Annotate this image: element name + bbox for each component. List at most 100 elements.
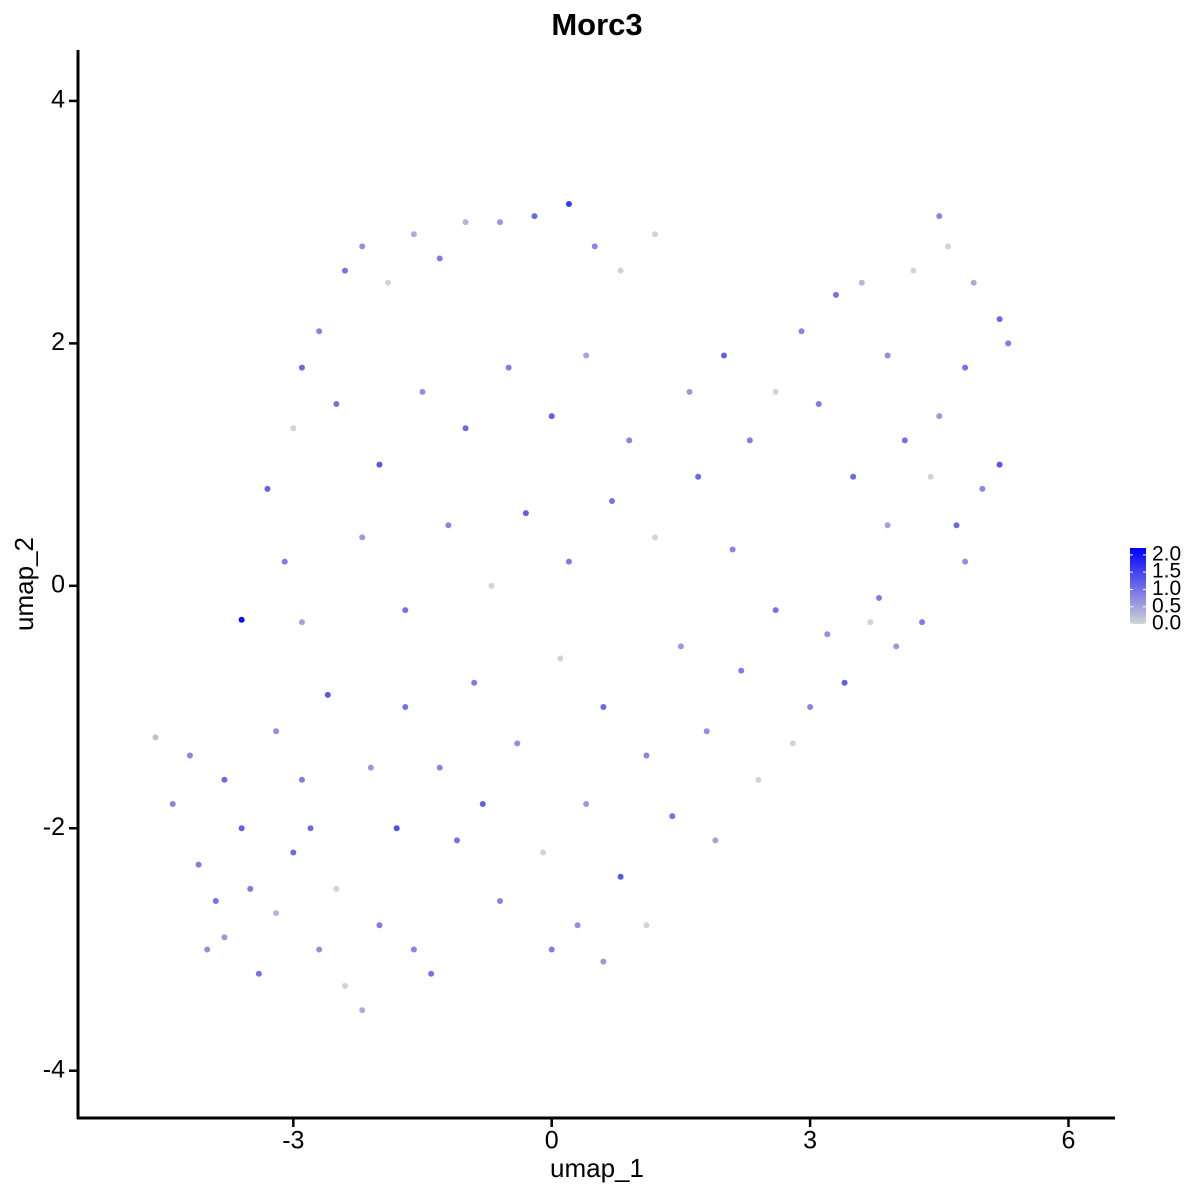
point <box>557 655 564 662</box>
point <box>583 801 590 808</box>
point <box>1005 340 1012 347</box>
point <box>970 279 977 286</box>
point <box>367 764 374 771</box>
point <box>996 316 1003 323</box>
chart-title: Morc3 <box>551 7 642 42</box>
point <box>324 691 331 698</box>
point <box>901 437 908 444</box>
point <box>583 352 590 359</box>
point <box>152 734 159 741</box>
point <box>316 946 323 953</box>
point <box>531 213 538 220</box>
point <box>677 643 684 650</box>
point <box>652 231 659 238</box>
point <box>798 328 805 335</box>
point <box>221 934 228 941</box>
point <box>643 922 650 929</box>
point <box>953 522 960 529</box>
point <box>462 219 469 226</box>
point <box>824 631 831 638</box>
point <box>617 873 624 880</box>
point <box>204 946 211 953</box>
point <box>695 473 702 480</box>
point <box>307 825 314 832</box>
point <box>548 413 555 420</box>
point <box>962 558 969 565</box>
point <box>436 255 443 262</box>
point <box>755 776 762 783</box>
point <box>479 801 486 808</box>
point <box>290 425 297 432</box>
point <box>669 813 676 820</box>
point <box>789 740 796 747</box>
point <box>342 982 349 989</box>
point <box>574 922 581 929</box>
point <box>979 485 986 492</box>
y-axis-label: umap_2 <box>9 537 39 631</box>
point <box>600 704 607 711</box>
point <box>772 607 779 614</box>
point <box>850 473 857 480</box>
x-tick-label: 6 <box>1062 1127 1076 1155</box>
point <box>772 388 779 395</box>
point <box>884 522 891 529</box>
point <box>738 667 745 674</box>
point <box>445 522 452 529</box>
point <box>471 679 478 686</box>
point <box>255 970 262 977</box>
point <box>936 213 943 220</box>
point <box>540 849 547 856</box>
y-tick-label: 4 <box>51 86 65 114</box>
point <box>298 619 305 626</box>
point <box>841 679 848 686</box>
point <box>402 607 409 614</box>
point <box>273 728 280 735</box>
point <box>247 885 254 892</box>
point <box>729 546 736 553</box>
y-tick-label: 2 <box>51 328 65 356</box>
point <box>643 752 650 759</box>
point <box>273 910 280 917</box>
point <box>565 558 572 565</box>
point <box>548 946 555 953</box>
point <box>936 413 943 420</box>
point <box>686 388 693 395</box>
x-tick-label: -3 <box>282 1127 304 1155</box>
point <box>376 461 383 468</box>
point <box>393 825 400 832</box>
point <box>514 740 521 747</box>
point <box>712 837 719 844</box>
point <box>522 510 529 517</box>
point <box>212 898 219 905</box>
point <box>867 619 874 626</box>
point <box>884 352 891 359</box>
point <box>488 582 495 589</box>
colorbar <box>1130 548 1146 624</box>
point <box>333 885 340 892</box>
point <box>497 898 504 905</box>
point <box>385 279 392 286</box>
point <box>186 752 193 759</box>
point <box>298 776 305 783</box>
point <box>169 801 176 808</box>
point <box>290 849 297 856</box>
point <box>565 200 572 207</box>
point <box>927 473 934 480</box>
point <box>720 352 727 359</box>
colorbar-label: 1.0 <box>1152 577 1181 600</box>
colorbar-label: 0.0 <box>1152 612 1181 635</box>
point <box>402 704 409 711</box>
point <box>910 267 917 274</box>
point <box>410 231 417 238</box>
point <box>238 616 245 623</box>
point <box>436 764 443 771</box>
point <box>703 728 710 735</box>
point <box>333 400 340 407</box>
y-tick-label: -4 <box>43 1055 65 1083</box>
point <box>505 364 512 371</box>
point <box>342 267 349 274</box>
x-tick-label: 0 <box>545 1127 559 1155</box>
point <box>962 364 969 371</box>
colorbar-label: 2.0 <box>1152 542 1181 565</box>
